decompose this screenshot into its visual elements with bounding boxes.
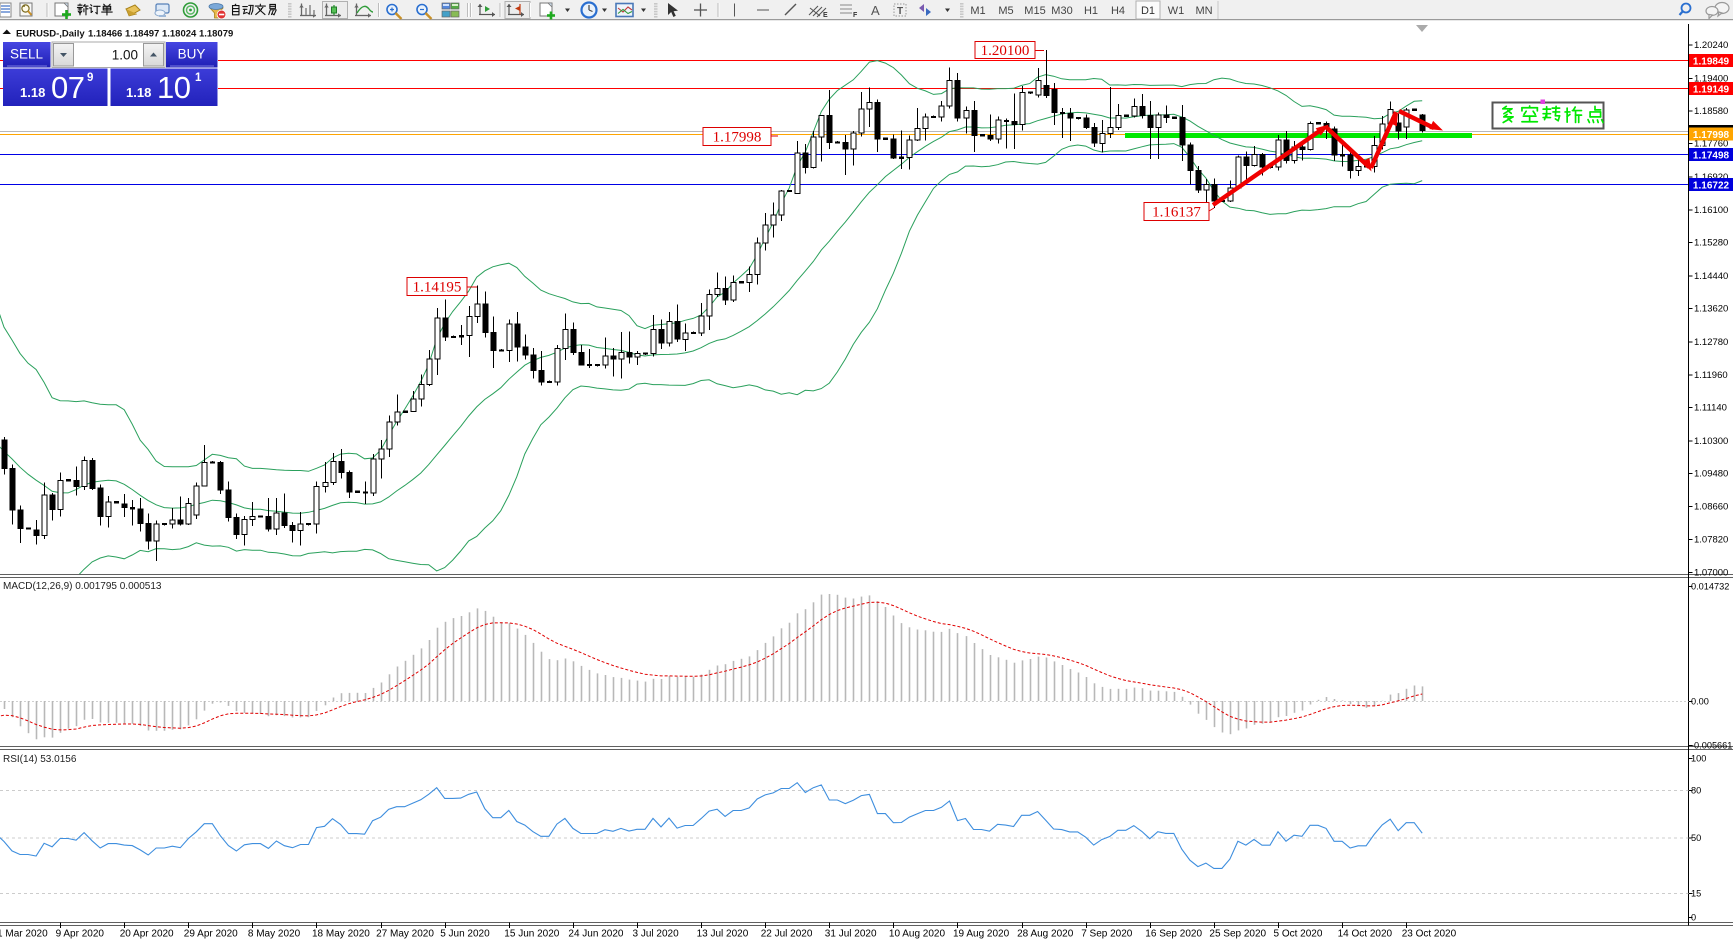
svg-text:0.014732: 0.014732	[1691, 581, 1729, 591]
svg-text:10 Aug 2020: 10 Aug 2020	[889, 929, 946, 940]
svg-text:E: E	[823, 12, 828, 19]
svg-text:50: 50	[1691, 833, 1701, 843]
svg-text:1.19149: 1.19149	[1693, 84, 1730, 95]
svg-text:F: F	[853, 12, 858, 19]
svg-text:15 Jun 2020: 15 Jun 2020	[504, 929, 559, 940]
svg-text:A: A	[871, 3, 880, 18]
svg-text:H1: H1	[1084, 5, 1098, 17]
svg-text:23 Oct 2020: 23 Oct 2020	[1402, 929, 1457, 940]
svg-text:7 Sep 2020: 7 Sep 2020	[1081, 929, 1133, 940]
svg-text:1.17760: 1.17760	[1694, 139, 1728, 150]
svg-text:1: 1	[195, 72, 202, 84]
svg-text:15: 15	[1691, 889, 1701, 899]
svg-text:27 May 2020: 27 May 2020	[376, 929, 434, 940]
svg-text:M30: M30	[1051, 5, 1072, 17]
svg-text:0: 0	[1691, 912, 1696, 922]
svg-text:1.07820: 1.07820	[1694, 535, 1728, 546]
svg-text:9 Apr 2020: 9 Apr 2020	[56, 929, 105, 940]
svg-text:5 Oct 2020: 5 Oct 2020	[1274, 929, 1323, 940]
svg-text:31 Jul 2020: 31 Jul 2020	[825, 929, 877, 940]
svg-text:18 May 2020: 18 May 2020	[312, 929, 370, 940]
svg-text:MN: MN	[1195, 5, 1212, 17]
svg-text:100: 100	[1691, 754, 1706, 764]
svg-text:5 Jun 2020: 5 Jun 2020	[440, 929, 490, 940]
svg-text:31 Mar 2020: 31 Mar 2020	[0, 929, 48, 940]
svg-text:1.16100: 1.16100	[1694, 205, 1728, 216]
svg-text:1.11960: 1.11960	[1694, 370, 1728, 381]
svg-text:29 Apr 2020: 29 Apr 2020	[184, 929, 238, 940]
svg-text:1.18: 1.18	[20, 85, 45, 100]
svg-text:-0.005661: -0.005661	[1691, 741, 1732, 751]
svg-text:10: 10	[157, 70, 191, 105]
svg-text:RSI(14) 53.0156: RSI(14) 53.0156	[3, 754, 77, 765]
svg-text:1.09480: 1.09480	[1694, 469, 1728, 480]
svg-text:1.07000: 1.07000	[1694, 567, 1728, 578]
svg-text:9: 9	[87, 72, 93, 84]
svg-text:1.20240: 1.20240	[1694, 40, 1728, 51]
svg-text:1.18466 1.18497 1.18024 1.1807: 1.18466 1.18497 1.18024 1.18079	[88, 29, 233, 40]
svg-text:M5: M5	[998, 5, 1013, 17]
svg-text:1.10300: 1.10300	[1694, 436, 1728, 447]
svg-text:1.19849: 1.19849	[1693, 56, 1730, 67]
svg-text:1.16920: 1.16920	[1694, 172, 1728, 183]
svg-text:0.00: 0.00	[1691, 697, 1709, 707]
svg-text:1.17998: 1.17998	[713, 130, 762, 146]
svg-text:8 May 2020: 8 May 2020	[248, 929, 301, 940]
svg-text:T: T	[897, 6, 903, 17]
svg-text:24 Jun 2020: 24 Jun 2020	[568, 929, 623, 940]
svg-text:M1: M1	[970, 5, 985, 17]
svg-text:1.11140: 1.11140	[1694, 403, 1727, 414]
svg-text:EURUSD-,Daily: EURUSD-,Daily	[16, 29, 85, 40]
svg-text:16 Sep 2020: 16 Sep 2020	[1145, 929, 1202, 940]
svg-text:1.00: 1.00	[112, 48, 138, 63]
svg-text:25 Sep 2020: 25 Sep 2020	[1209, 929, 1266, 940]
svg-text:1.13620: 1.13620	[1694, 304, 1728, 315]
svg-text:1.16137: 1.16137	[1152, 205, 1201, 221]
svg-text:1.17998: 1.17998	[1693, 130, 1730, 141]
svg-text:22 Jul 2020: 22 Jul 2020	[761, 929, 813, 940]
svg-text:1.14195: 1.14195	[413, 280, 462, 296]
svg-text:20 Apr 2020: 20 Apr 2020	[120, 929, 174, 940]
svg-text:07: 07	[51, 70, 84, 105]
svg-text:1.08660: 1.08660	[1694, 501, 1728, 512]
svg-text:SELL: SELL	[10, 47, 44, 62]
svg-text:14 Oct 2020: 14 Oct 2020	[1338, 929, 1393, 940]
svg-text:W1: W1	[1168, 5, 1185, 17]
svg-text:BUY: BUY	[178, 47, 206, 62]
svg-text:80: 80	[1691, 785, 1701, 795]
svg-text:1.20100: 1.20100	[981, 43, 1030, 59]
svg-text:M15: M15	[1024, 5, 1045, 17]
svg-text:1.18580: 1.18580	[1694, 106, 1728, 117]
svg-text:MACD(12,26,9) 0.001795 0.00051: MACD(12,26,9) 0.001795 0.000513	[3, 581, 162, 592]
svg-text:1.12780: 1.12780	[1694, 337, 1728, 348]
svg-text:D1: D1	[1141, 5, 1155, 17]
svg-text:28 Aug 2020: 28 Aug 2020	[1017, 929, 1074, 940]
svg-text:3 Jul 2020: 3 Jul 2020	[633, 929, 680, 940]
svg-text:19 Aug 2020: 19 Aug 2020	[953, 929, 1010, 940]
svg-text:1.14440: 1.14440	[1694, 271, 1728, 282]
svg-text:13 Jul 2020: 13 Jul 2020	[697, 929, 749, 940]
svg-text:1.15280: 1.15280	[1694, 238, 1728, 249]
svg-text:1.17498: 1.17498	[1693, 150, 1730, 161]
svg-text:1.18: 1.18	[126, 85, 151, 100]
svg-text:1.19400: 1.19400	[1694, 73, 1728, 84]
svg-text:1.16722: 1.16722	[1693, 180, 1730, 191]
svg-text:H4: H4	[1111, 5, 1125, 17]
